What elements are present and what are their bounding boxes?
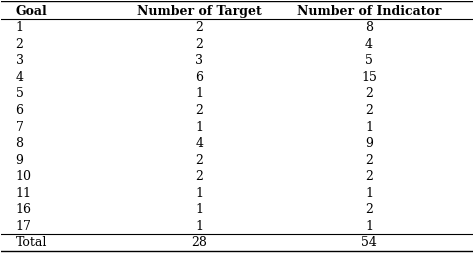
Text: 4: 4 [365, 38, 373, 51]
Text: 2: 2 [365, 170, 373, 183]
Text: 2: 2 [365, 154, 373, 167]
Text: 4: 4 [195, 137, 203, 150]
Text: 2: 2 [195, 21, 203, 34]
Text: 5: 5 [365, 54, 373, 67]
Text: 10: 10 [16, 170, 32, 183]
Text: 7: 7 [16, 120, 23, 134]
Text: 6: 6 [195, 71, 203, 84]
Text: 15: 15 [361, 71, 377, 84]
Text: 8: 8 [365, 21, 373, 34]
Text: 1: 1 [365, 187, 373, 200]
Text: 1: 1 [195, 120, 203, 134]
Text: 9: 9 [16, 154, 23, 167]
Text: 2: 2 [195, 154, 203, 167]
Text: 2: 2 [365, 104, 373, 117]
Text: 54: 54 [361, 236, 377, 249]
Text: Total: Total [16, 236, 47, 249]
Text: 3: 3 [195, 54, 203, 67]
Text: 2: 2 [16, 38, 23, 51]
Text: 2: 2 [365, 203, 373, 216]
Text: 1: 1 [195, 88, 203, 100]
Text: 28: 28 [191, 236, 207, 249]
Text: 16: 16 [16, 203, 32, 216]
Text: 1: 1 [195, 203, 203, 216]
Text: 4: 4 [16, 71, 24, 84]
Text: 5: 5 [16, 88, 23, 100]
Text: 9: 9 [365, 137, 373, 150]
Text: 17: 17 [16, 220, 31, 233]
Text: 3: 3 [16, 54, 24, 67]
Text: 6: 6 [16, 104, 24, 117]
Text: 1: 1 [365, 220, 373, 233]
Text: 1: 1 [195, 220, 203, 233]
Text: 2: 2 [195, 38, 203, 51]
Text: 1: 1 [195, 187, 203, 200]
Text: Number of Indicator: Number of Indicator [297, 5, 441, 18]
Text: Number of Target: Number of Target [137, 5, 262, 18]
Text: 8: 8 [16, 137, 24, 150]
Text: 2: 2 [195, 170, 203, 183]
Text: 1: 1 [16, 21, 24, 34]
Text: 1: 1 [365, 120, 373, 134]
Text: 2: 2 [365, 88, 373, 100]
Text: 2: 2 [195, 104, 203, 117]
Text: Goal: Goal [16, 5, 47, 18]
Text: 11: 11 [16, 187, 32, 200]
